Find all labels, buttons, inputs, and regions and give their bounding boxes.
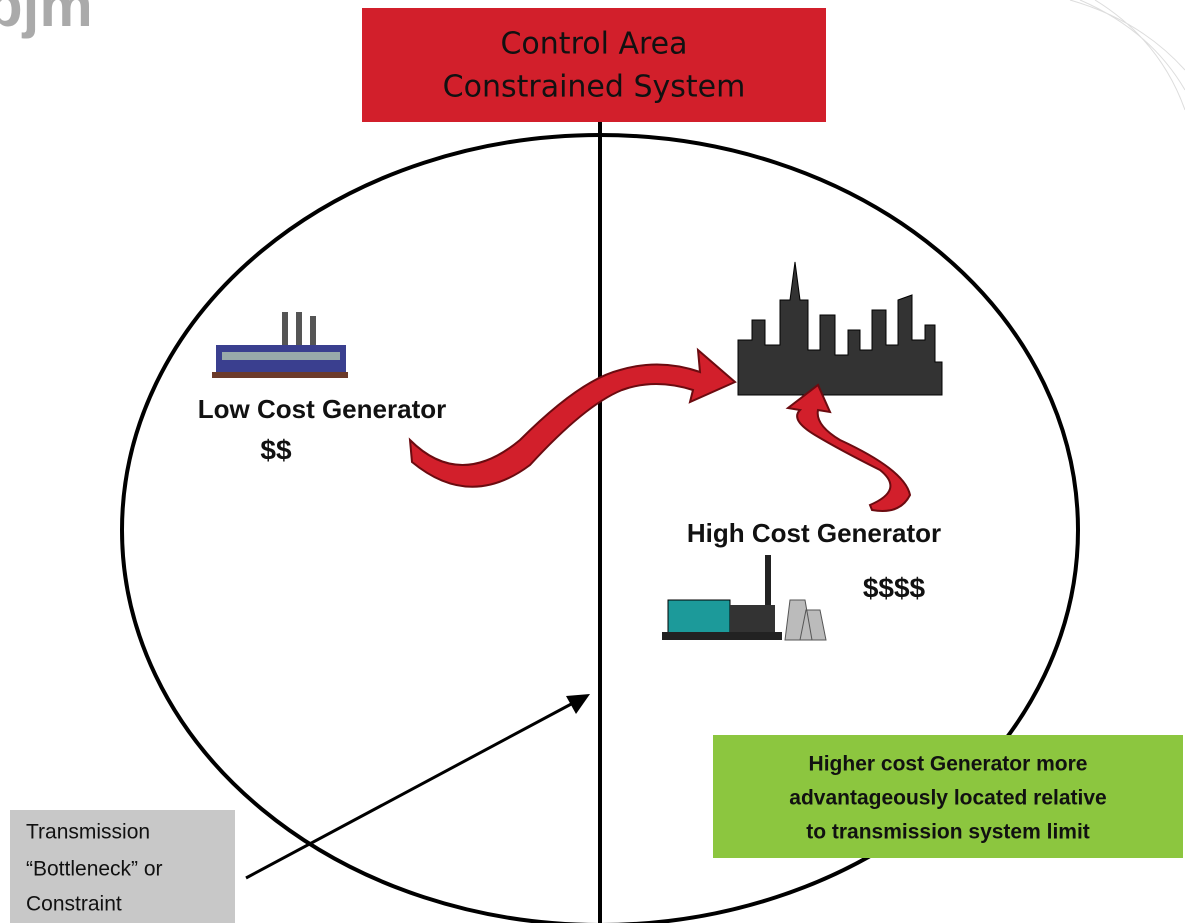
note-line: to transmission system limit <box>806 821 1090 844</box>
logo: pjm <box>0 0 93 39</box>
constraint-line-text: Constraint <box>26 893 122 916</box>
high-cost-label: High Cost Generator <box>687 518 941 548</box>
pointer-line <box>246 702 575 878</box>
city-icon <box>738 262 942 395</box>
constraint-line-text: Transmission <box>26 821 150 844</box>
low-cost-price: $$ <box>260 434 292 465</box>
low-cost-label: Low Cost Generator <box>198 394 446 424</box>
title-line: Constrained System <box>443 70 746 105</box>
note-line: Higher cost Generator more <box>809 753 1088 776</box>
diagram: pjm Control Area Constrained System Low … <box>0 0 1185 923</box>
constraint-line-text: “Bottleneck” or <box>26 858 163 881</box>
title-box <box>362 8 826 122</box>
low-cost-flow-arrow <box>410 350 735 487</box>
power-plant-icon <box>662 555 826 640</box>
high-cost-price: $$$$ <box>863 572 926 603</box>
high-cost-flow-arrow <box>788 385 910 511</box>
logo-swirl <box>1070 0 1185 110</box>
factory-icon <box>212 312 348 378</box>
note-line: advantageously located relative <box>789 787 1106 810</box>
title-line: Control Area <box>500 27 687 62</box>
